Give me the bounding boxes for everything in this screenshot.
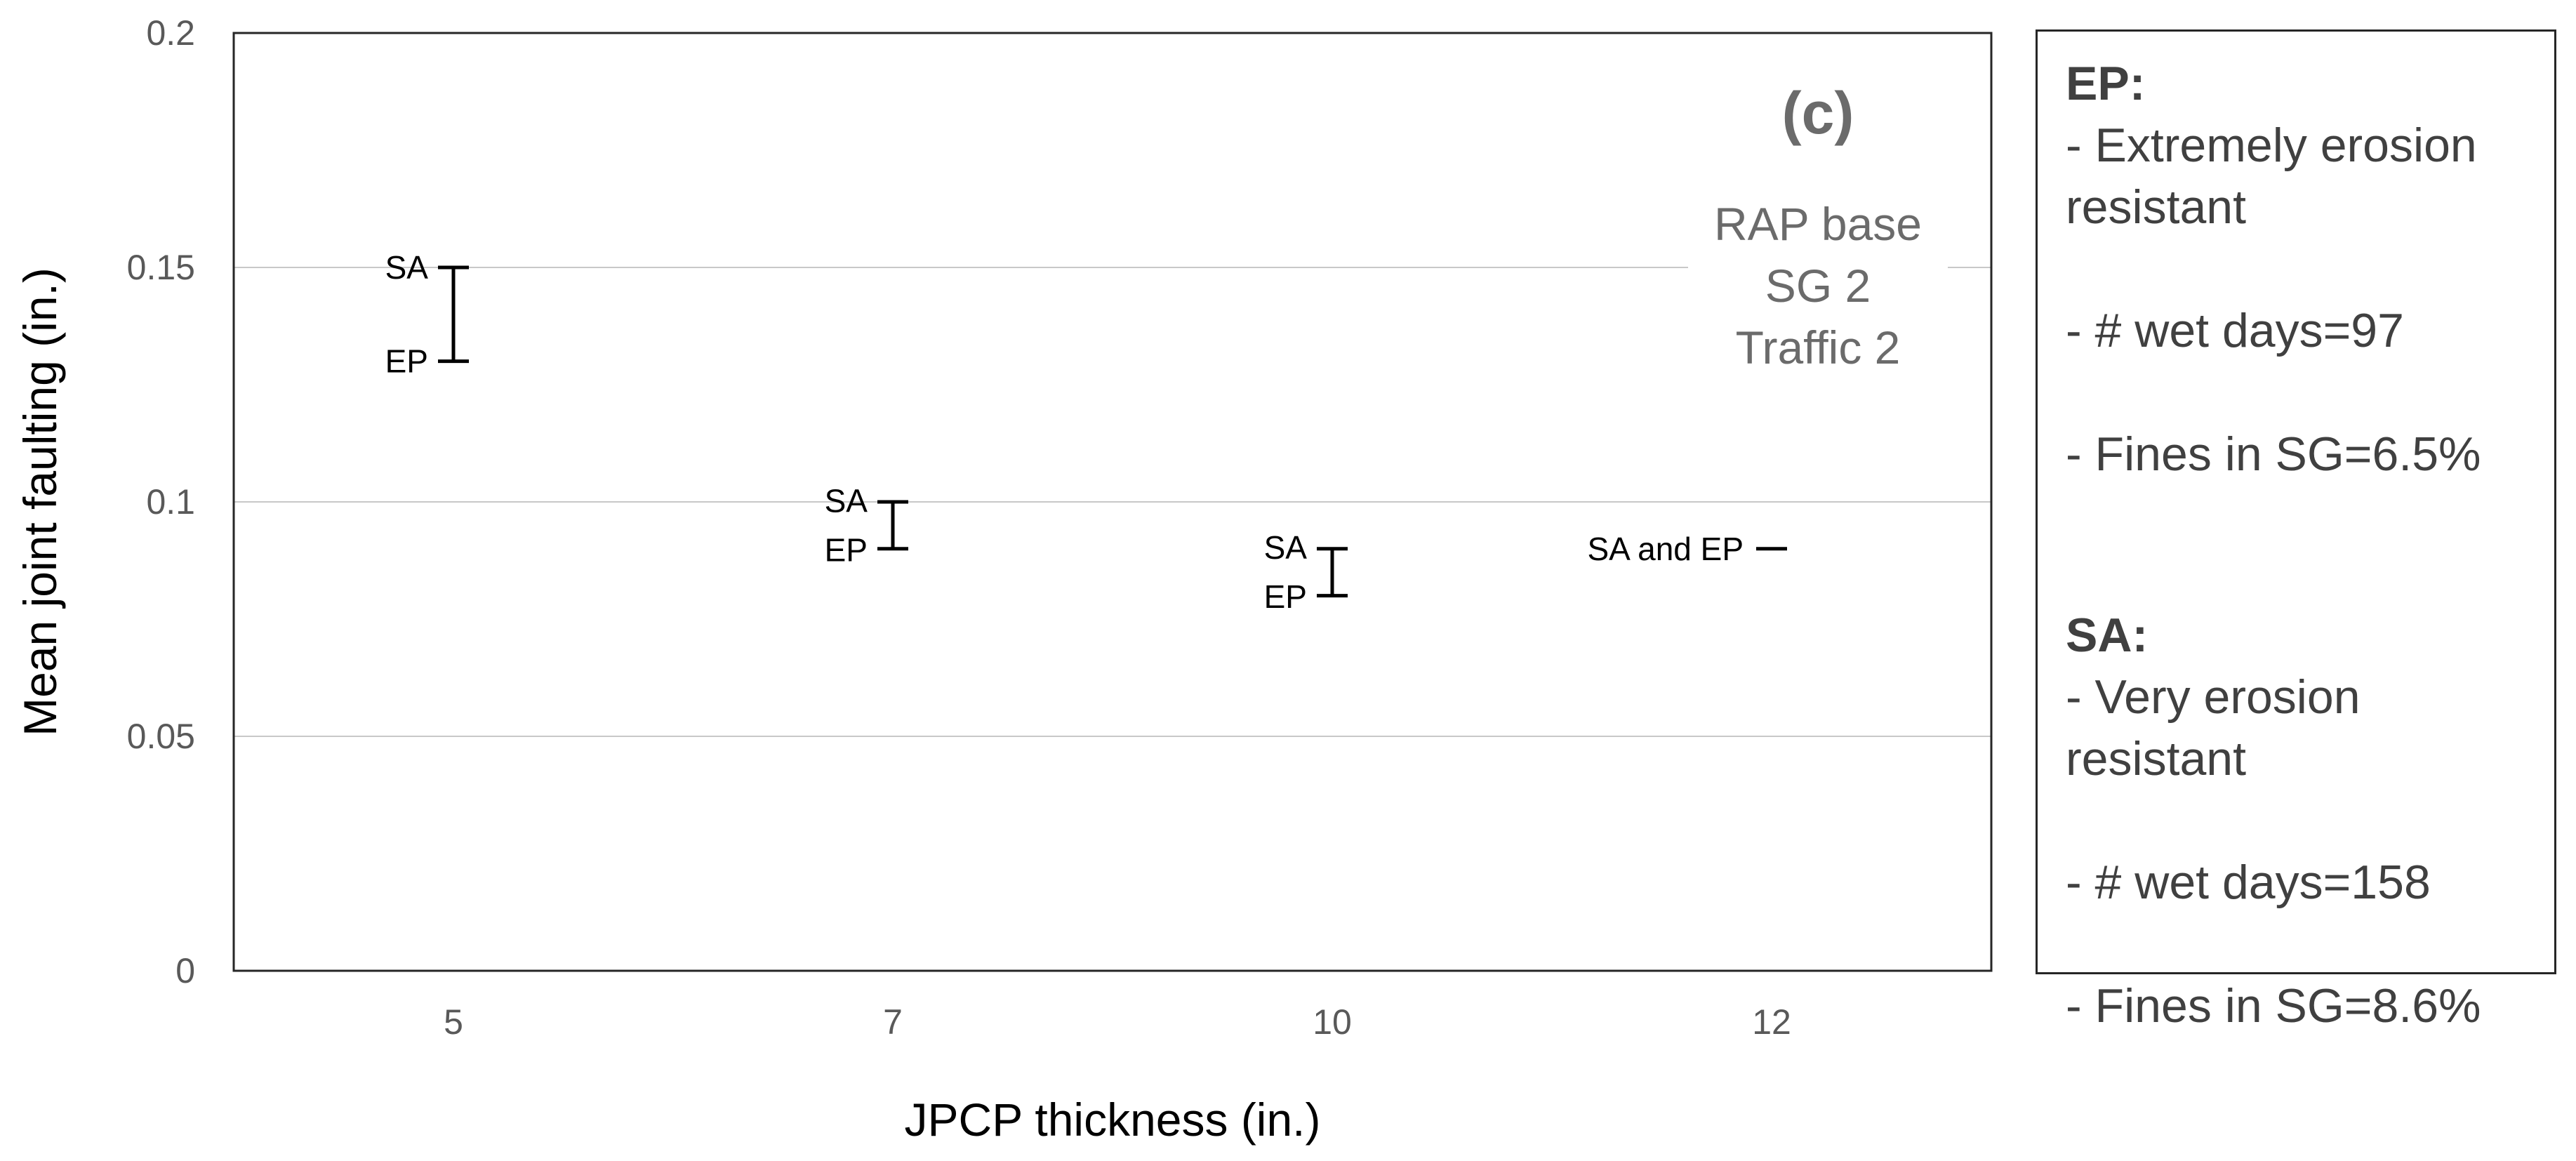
range-label-low: EP <box>825 531 868 568</box>
range-mark: SA EP <box>1264 529 1348 615</box>
range-label-high: SA <box>1264 529 1308 566</box>
sa-wet-days: - # wet days=158 <box>2066 856 2431 909</box>
range-marks: SA EP SA EP SA EP SA and EP <box>385 249 1787 615</box>
y-tick-label: 0 <box>175 951 195 990</box>
y-tick-label: 0.1 <box>146 482 195 522</box>
x-tick-label: 7 <box>883 1002 903 1042</box>
y-tick-label: 0.05 <box>127 717 195 756</box>
range-mark: SA EP <box>385 249 469 380</box>
range-label-low: EP <box>1264 578 1307 615</box>
x-axis-title: JPCP thickness (in.) <box>905 1094 1321 1146</box>
x-tick-label: 5 <box>444 1002 463 1042</box>
panel-label: (c) <box>1782 80 1854 146</box>
y-axis-ticks: 0 0.05 0.1 0.15 0.2 <box>127 13 195 990</box>
sa-title: SA: <box>2066 609 2149 662</box>
sa-fines: - Fines in SG=8.6% <box>2066 979 2481 1033</box>
x-tick-label: 10 <box>1313 1002 1352 1042</box>
annotation-line-2: SG 2 <box>1765 260 1871 312</box>
range-mark: SA EP <box>825 482 908 568</box>
annotation-line-3: Traffic 2 <box>1736 321 1901 373</box>
range-label-high: SA <box>385 249 429 286</box>
range-label-low: EP <box>385 343 428 380</box>
y-tick-label: 0.2 <box>146 13 195 53</box>
x-tick-label: 12 <box>1752 1002 1791 1042</box>
ep-title: EP: <box>2066 57 2146 110</box>
joint-faulting-chart: 0 0.05 0.1 0.15 0.2 5 7 10 12 SA EP SA EP SA EP SA an… <box>14 13 1993 1146</box>
ep-fines: - Fines in SG=6.5% <box>2066 427 2481 481</box>
range-label: SA and EP <box>1588 531 1744 567</box>
range-mark: SA and EP <box>1588 531 1787 567</box>
ep-erosion-note: - Extremely erosion resistant <box>2066 119 2477 234</box>
x-axis-ticks: 5 7 10 12 <box>444 1002 1791 1042</box>
ep-wet-days: - # wet days=97 <box>2066 304 2404 357</box>
sa-erosion-note: - Very erosion resistant <box>2066 670 2361 785</box>
annotation-background <box>1688 188 1948 385</box>
y-axis-title: Mean joint faulting (in.) <box>14 267 66 736</box>
annotation-line-1: RAP base <box>1714 198 1922 250</box>
site-notes-box: EP: - Extremely erosion resistant - # we… <box>2036 29 2556 1033</box>
plot-area-frame <box>232 32 1993 972</box>
range-label-high: SA <box>825 482 868 519</box>
y-tick-label: 0.15 <box>127 248 195 287</box>
